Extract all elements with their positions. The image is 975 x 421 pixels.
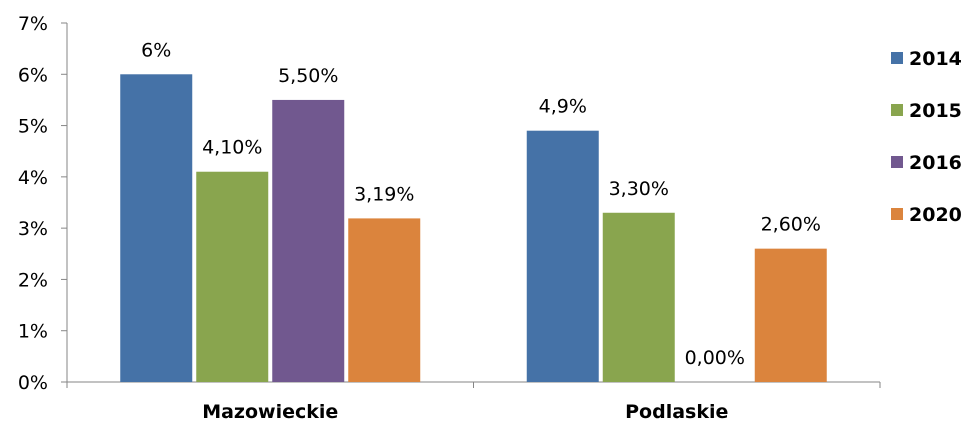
data-label: 3,19% — [354, 183, 414, 205]
bars — [120, 74, 827, 383]
data-label: 4,9% — [539, 96, 587, 118]
legend-label: 2015 — [909, 100, 962, 122]
bar — [602, 212, 675, 382]
legend-label: 2014 — [909, 48, 962, 70]
y-tick-label: 1% — [18, 321, 48, 343]
legend-swatch — [891, 104, 903, 116]
data-label: 4,10% — [202, 137, 262, 159]
data-label: 0,00% — [685, 347, 745, 369]
data-label: 5,50% — [278, 65, 338, 87]
bar — [754, 248, 827, 382]
x-category-label: Podlaskie — [625, 401, 728, 421]
bar — [272, 99, 345, 382]
data-labels: 6% 4,10% 5,50% 3,19% 4,9% 3,30% 0,00% 2,60% — [141, 39, 821, 369]
legend-label: 2020 — [909, 204, 962, 226]
bar — [196, 171, 269, 382]
x-category-label: Mazowieckie — [202, 401, 338, 421]
legend-label: 2016 — [909, 152, 962, 174]
legend-swatch — [891, 52, 903, 64]
legend: 2014 2015 2016 2020 — [891, 48, 962, 226]
y-tick-label: 6% — [18, 64, 48, 86]
y-tick-label: 0% — [18, 372, 48, 394]
data-label: 6% — [141, 39, 171, 61]
axes: 0% 1% 2% 3% 4% 5% 6% 7% Mazowieckie Podlaskie — [18, 13, 881, 421]
y-tick-label: 4% — [18, 167, 48, 189]
y-tick-label: 5% — [18, 116, 48, 138]
data-label: 2,60% — [761, 214, 821, 236]
y-tick-label: 3% — [18, 218, 48, 240]
y-tick-label: 7% — [18, 13, 48, 35]
y-tick-label: 2% — [18, 269, 48, 291]
legend-swatch — [891, 208, 903, 220]
bar — [526, 130, 599, 382]
data-label: 3,30% — [609, 178, 669, 200]
bar — [120, 74, 193, 383]
legend-swatch — [891, 156, 903, 168]
bar — [348, 218, 421, 382]
